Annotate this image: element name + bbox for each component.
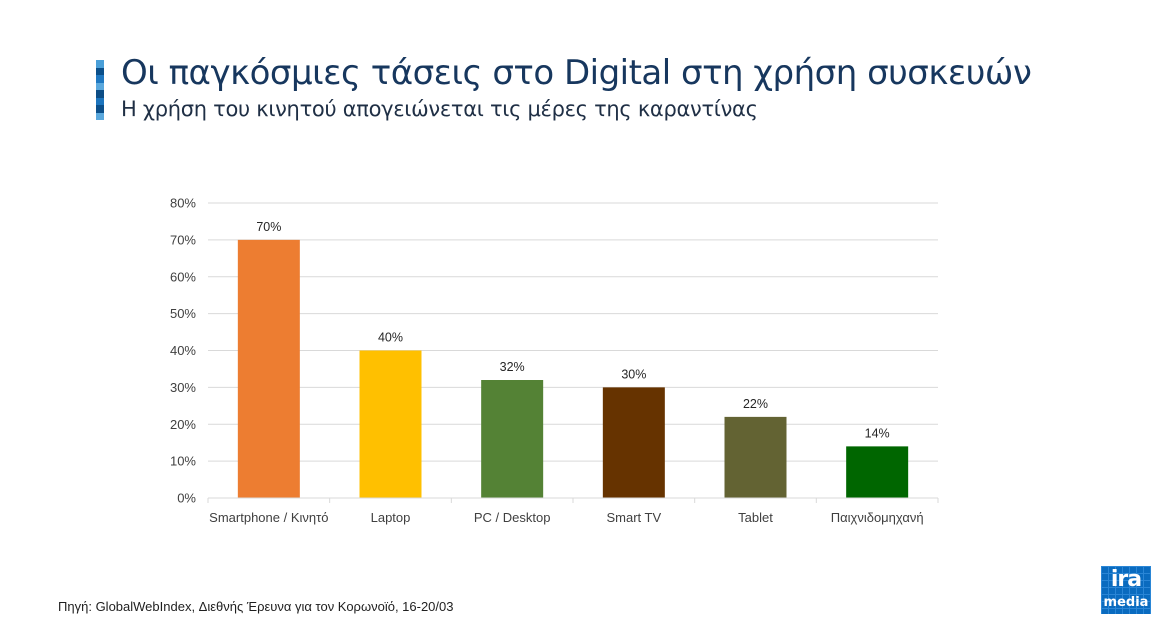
- page-subtitle: Η χρήση του κινητού απογειώνεται τις μέρ…: [121, 97, 758, 121]
- accent-segment: [96, 67, 104, 75]
- y-tick-label: 60%: [170, 269, 196, 284]
- x-category-label: PC / Desktop: [474, 510, 551, 525]
- accent-segment: [96, 90, 104, 98]
- logo-text-media: media: [1103, 595, 1149, 610]
- data-label: 14%: [865, 426, 890, 440]
- accent-segment: [96, 60, 104, 68]
- accent-segment: [96, 82, 104, 90]
- y-tick-label: 50%: [170, 306, 196, 321]
- x-category-label: Tablet: [738, 510, 773, 525]
- title-accent-bar: [96, 60, 104, 120]
- bar: [602, 387, 665, 498]
- bar: [359, 350, 422, 498]
- y-tick-label: 80%: [170, 196, 196, 211]
- data-label: 40%: [378, 331, 403, 345]
- bars: [237, 239, 909, 498]
- accent-segment: [96, 105, 104, 113]
- y-tick-label: 10%: [170, 454, 196, 469]
- bar: [481, 380, 544, 498]
- y-tick-label: 0%: [177, 491, 196, 506]
- gridlines: [208, 202, 938, 462]
- bar: [846, 446, 909, 498]
- accent-segment: [96, 112, 104, 120]
- y-tick-label: 40%: [170, 343, 196, 358]
- x-category-label: Smart TV: [606, 510, 661, 525]
- logo-text-ira: ira: [1110, 567, 1142, 592]
- y-axis-ticks: 0% 10% 20% 30% 40% 50% 60% 70% 80%: [170, 196, 196, 506]
- accent-segment: [96, 97, 104, 105]
- x-category-label: Laptop: [371, 510, 411, 525]
- ira-media-logo: ira media: [1101, 566, 1151, 614]
- accent-segment: [96, 75, 104, 83]
- data-label: 30%: [621, 367, 646, 381]
- data-labels: 70% 40% 32% 30% 22% 14%: [256, 220, 889, 441]
- data-label: 70%: [256, 220, 281, 234]
- data-label: 22%: [743, 397, 768, 411]
- data-label: 32%: [500, 360, 525, 374]
- page-title: Οι παγκόσμιες τάσεις στο Digital στη χρή…: [121, 53, 1032, 93]
- y-tick-label: 70%: [170, 232, 196, 247]
- bar: [724, 416, 787, 498]
- source-note: Πηγή: GlobalWebIndex, Διεθνής Έρευνα για…: [58, 599, 454, 614]
- x-axis: Smartphone / Κινητό Laptop PC / Desktop Sma…: [207, 497, 939, 525]
- y-tick-label: 30%: [170, 380, 196, 395]
- bar: [237, 239, 300, 498]
- x-category-label: Παιχνιδομηχανή: [831, 510, 924, 525]
- x-category-label: Smartphone / Κινητό: [209, 510, 328, 525]
- y-tick-label: 20%: [170, 417, 196, 432]
